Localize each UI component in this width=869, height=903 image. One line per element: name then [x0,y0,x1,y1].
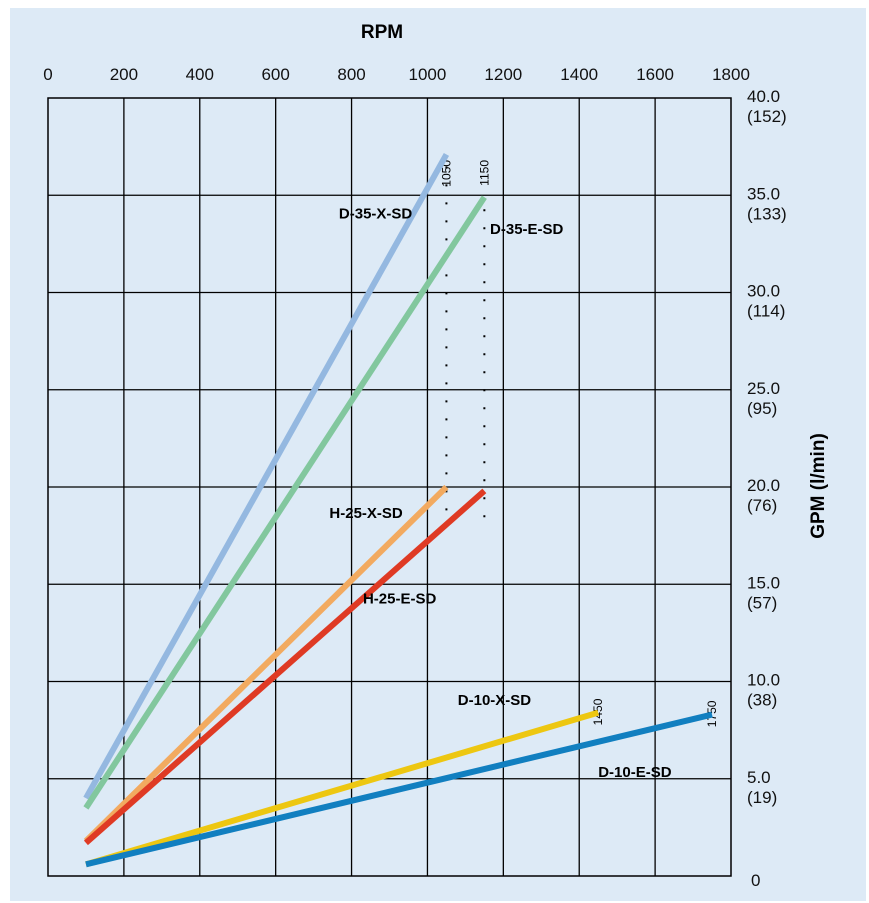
y-tick-label: 5.0 [747,768,771,787]
y-tick-label: 10.0 [747,671,780,690]
x-tick-label: 600 [261,65,289,84]
x-tick-label: 1800 [712,65,750,84]
y-tick-label-lpm: (152) [747,107,787,126]
series-line [85,709,600,868]
x-tick-label: 1400 [560,65,598,84]
y-axis-title: GPM (l/min) [808,433,829,539]
series-label: D-35-X-SD [339,206,413,223]
max-rpm-label: 1750 [705,700,719,727]
series-label: D-10-E-SD [598,764,672,781]
series-line [83,152,450,800]
y-tick-label: 15.0 [747,573,780,592]
y-tick-label: 30.0 [747,282,780,301]
x-axis-title: RPM [361,22,403,43]
x-tick-label: 800 [337,65,365,84]
x-tick-labels: 0 200 400 600 800 1000 1200 1400 1600 1800 [43,65,750,84]
y-tick-label-lpm: (57) [747,593,777,612]
y-tick-label-lpm: (38) [747,691,777,710]
y-tick-label-lpm: (133) [747,204,787,223]
series-label: H-25-E-SD [363,591,437,608]
series-label: D-35-E-SD [490,221,564,238]
y-tick-label: 40.0 [747,87,780,106]
y-tick-label: 25.0 [747,379,780,398]
chart-panel: 1050 1150 1450 1750 0 200 400 600 800 1000 1200 14… [10,8,866,901]
series-lines [83,152,713,868]
series-label: D-10-X-SD [458,692,532,709]
max-rpm-label: 1150 [477,160,491,186]
y-tick-label-lpm: (95) [747,399,777,418]
y-tick-labels: 0 5.0(19) 10.0(38) 15.0(57) 20.0(76) 25.0(95)… [747,87,787,890]
series-label: H-25-X-SD [329,505,403,522]
y-tick-label-lpm: (114) [747,302,785,321]
series-line [83,488,487,846]
series-line [83,484,449,844]
max-rpm-label: 1450 [591,698,605,725]
y-tick-label: 0 [751,871,760,890]
x-tick-label: 1000 [409,65,447,84]
y-tick-label: 20.0 [747,476,780,495]
x-tick-label: 1200 [484,65,522,84]
x-tick-label: 0 [43,65,52,84]
series-labels: D-35-X-SD D-35-E-SD H-25-X-SD H-25-E-SD D-10… [329,206,671,781]
y-tick-label-lpm: (76) [747,496,777,515]
x-tick-label: 200 [110,65,138,84]
y-tick-label: 35.0 [747,184,780,203]
series-line [85,711,713,868]
x-tick-label: 1600 [636,65,674,84]
x-tick-label: 400 [186,65,214,84]
y-tick-label-lpm: (19) [747,788,777,807]
series-line [83,195,487,810]
